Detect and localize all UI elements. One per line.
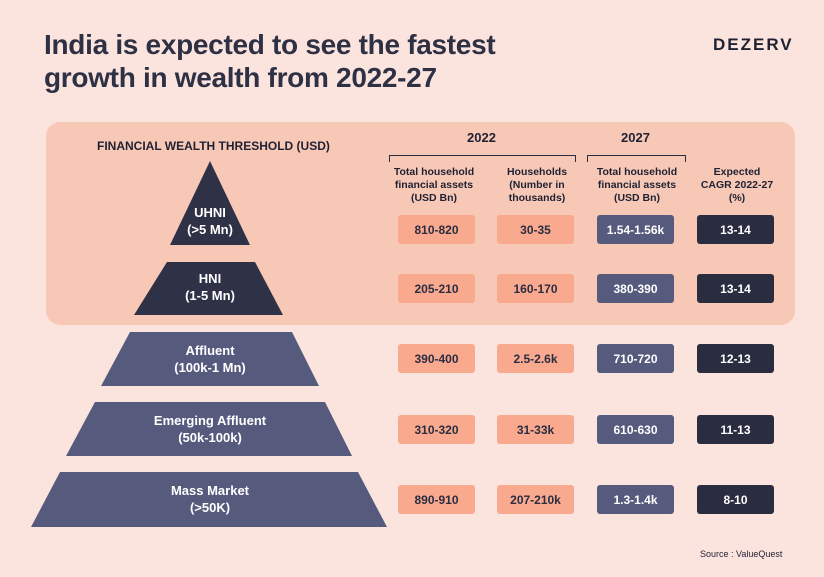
tier-range: (1-5 Mn) xyxy=(185,288,235,303)
tier-shape-emerging-affluent xyxy=(66,402,352,456)
column-header-line: (%) xyxy=(728,192,746,204)
tier-label-hni: HNI (1-5 Mn) xyxy=(130,270,290,304)
column-header-households-2022: Households (Number in thousands) xyxy=(482,166,592,205)
column-header-line: CAGR 2022-27 xyxy=(700,179,774,191)
year-2022-bracket xyxy=(389,155,576,162)
row-header: FINANCIAL WEALTH THRESHOLD (USD) xyxy=(97,139,330,153)
cell-uhni-cagr: 13-14 xyxy=(697,215,774,244)
cell-affluent-cagr: 12-13 xyxy=(697,344,774,373)
year-2022-label: 2022 xyxy=(467,130,496,145)
brand-logo: DEZERV xyxy=(713,35,794,54)
year-2027-label: 2027 xyxy=(621,130,650,145)
cell-mass-market-assets-2027: 1.3-1.4k xyxy=(597,485,674,514)
column-header-line: thousands) xyxy=(508,192,566,204)
tier-shape-hni xyxy=(134,262,283,315)
cell-emerging-affluent-cagr: 11-13 xyxy=(697,415,774,444)
cell-mass-market-cagr: 8-10 xyxy=(697,485,774,514)
column-header-cagr: Expected CAGR 2022-27 (%) xyxy=(682,166,792,205)
cell-uhni-assets-2027: 1.54-1.56k xyxy=(597,215,674,244)
column-header-assets-2022: Total household financial assets (USD Bn… xyxy=(379,166,489,205)
tier-label-uhni: UHNI (>5 Mn) xyxy=(150,204,270,238)
cell-uhni-assets-2022: 810-820 xyxy=(398,215,475,244)
title-line-2: growth in wealth from 2022-27 xyxy=(44,62,437,93)
cell-hni-assets-2027: 380-390 xyxy=(597,274,674,303)
tier-range: (>50K) xyxy=(189,500,231,515)
tier-label-emerging-affluent: Emerging Affluent (50k-100k) xyxy=(90,412,330,446)
column-header-line: Expected xyxy=(713,166,761,178)
cell-mass-market-households-2022: 207-210k xyxy=(497,485,574,514)
cell-emerging-affluent-households-2022: 31-33k xyxy=(497,415,574,444)
cell-affluent-assets-2022: 390-400 xyxy=(398,344,475,373)
tier-shape-mass-market xyxy=(31,472,387,527)
tier-name: UHNI xyxy=(194,205,226,220)
cell-affluent-assets-2027: 710-720 xyxy=(597,344,674,373)
tier-name: HNI xyxy=(198,271,222,286)
tier-label-mass-market: Mass Market (>50K) xyxy=(90,482,330,516)
tier-range: (100k-1 Mn) xyxy=(174,360,246,375)
column-header-line: (Number in xyxy=(509,179,565,191)
tier-shape-affluent xyxy=(101,332,319,386)
tier-range: (>5 Mn) xyxy=(187,222,233,237)
tier-name: Mass Market xyxy=(170,483,250,498)
source-note: Source : ValueQuest xyxy=(700,549,783,559)
column-header-line: (USD Bn) xyxy=(613,192,661,204)
column-header-line: Households xyxy=(506,166,568,178)
cell-hni-assets-2022: 205-210 xyxy=(398,274,475,303)
column-header-line: financial assets xyxy=(394,179,474,191)
page-title: India is expected to see the fastest gro… xyxy=(44,28,584,94)
year-2027-bracket xyxy=(587,155,686,162)
tier-shape-uhni xyxy=(170,161,250,245)
column-header-line: (USD Bn) xyxy=(410,192,458,204)
cell-hni-households-2022: 160-170 xyxy=(497,274,574,303)
tier-label-affluent: Affluent (100k-1 Mn) xyxy=(110,342,310,376)
title-line-1: India is expected to see the fastest xyxy=(44,29,496,60)
column-header-line: financial assets xyxy=(597,179,677,191)
tier-range: (50k-100k) xyxy=(178,430,242,445)
tier-name: Affluent xyxy=(185,343,235,358)
column-header-line: Total household xyxy=(393,166,475,178)
cell-mass-market-assets-2022: 890-910 xyxy=(398,485,475,514)
column-header-assets-2027: Total household financial assets (USD Bn… xyxy=(582,166,692,205)
cell-emerging-affluent-assets-2027: 610-630 xyxy=(597,415,674,444)
tier-name: Emerging Affluent xyxy=(153,413,267,428)
cell-hni-cagr: 13-14 xyxy=(697,274,774,303)
cell-emerging-affluent-assets-2022: 310-320 xyxy=(398,415,475,444)
cell-affluent-households-2022: 2.5-2.6k xyxy=(497,344,574,373)
cell-uhni-households-2022: 30-35 xyxy=(497,215,574,244)
column-header-line: Total household xyxy=(596,166,678,178)
